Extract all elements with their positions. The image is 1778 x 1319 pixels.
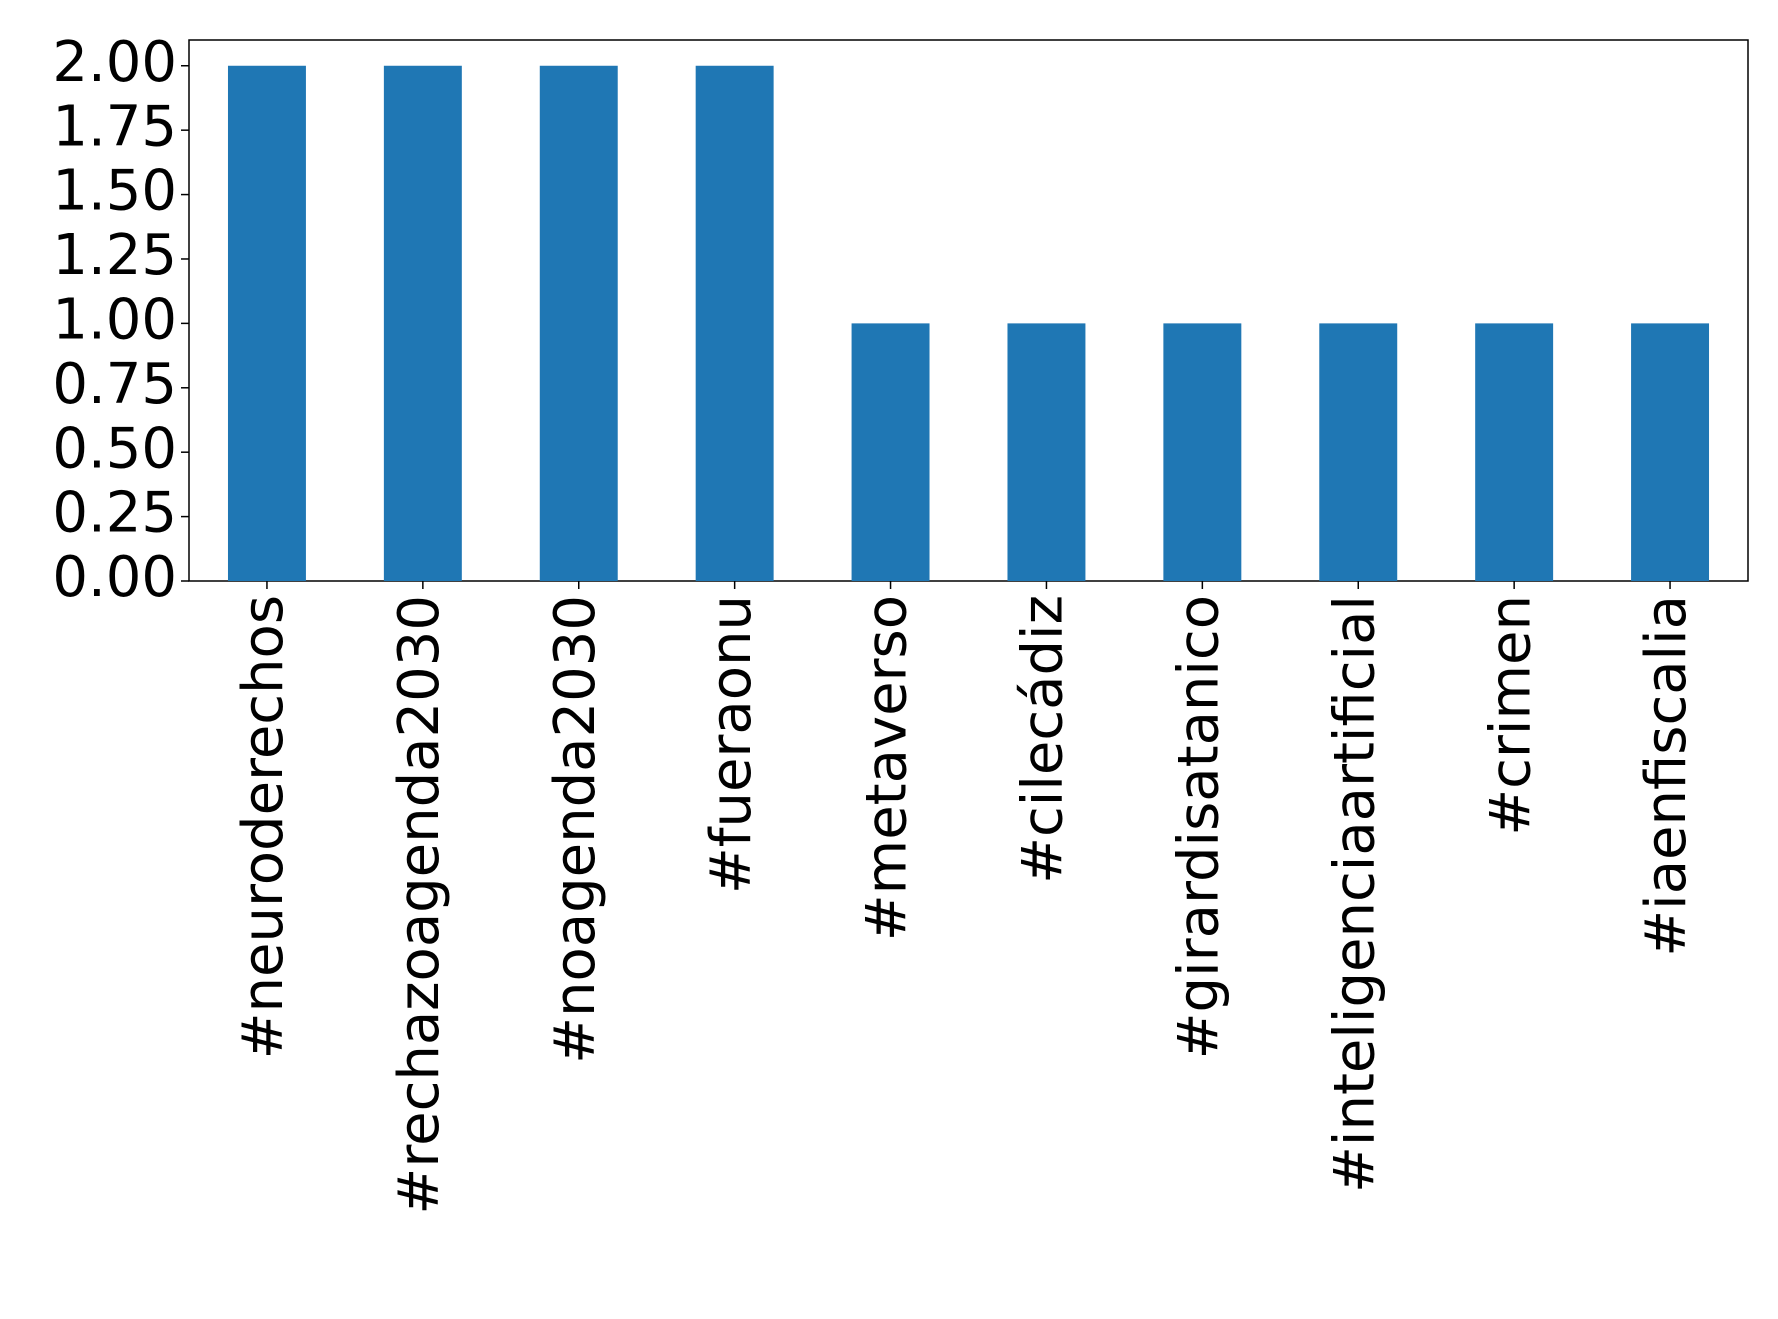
bar: [227, 65, 306, 581]
x-tick-label: #rechazoagenda2030: [387, 595, 452, 1215]
y-tick-label: 2.00: [52, 30, 177, 95]
y-tick-label: 1.50: [52, 159, 177, 224]
x-tick-label: #metaverso: [855, 595, 920, 941]
x-tick-label: #iaenfiscalia: [1634, 595, 1699, 957]
y-tick-label: 1.00: [52, 288, 177, 353]
bar: [539, 65, 618, 581]
bar: [383, 65, 462, 581]
x-tick-label: #girardisatanico: [1166, 595, 1231, 1059]
bar: [1007, 323, 1086, 581]
bar: [851, 323, 930, 581]
x-tick-label: #crimen: [1478, 595, 1543, 836]
plot-frame: [188, 39, 1749, 582]
y-tick-label: 0.75: [52, 352, 177, 417]
y-tick-label: 1.75: [52, 94, 177, 159]
x-tick-label: #fueraonu: [699, 595, 764, 894]
bar: [1319, 323, 1398, 581]
x-tick-label: #inteligenciaartificial: [1322, 595, 1387, 1193]
x-tick-label: #neuroderechos: [231, 595, 296, 1059]
y-tick-label: 0.50: [52, 416, 177, 481]
bar: [1163, 323, 1242, 581]
x-tick-label: #noagenda2030: [543, 595, 608, 1064]
x-tick-label: #cilecádiz: [1011, 595, 1076, 884]
y-tick-label: 0.00: [52, 545, 177, 610]
bar: [1631, 323, 1710, 581]
bar: [695, 65, 774, 581]
y-tick-label: 0.25: [52, 481, 177, 546]
bar: [1475, 323, 1554, 581]
y-tick-label: 1.25: [52, 223, 177, 288]
